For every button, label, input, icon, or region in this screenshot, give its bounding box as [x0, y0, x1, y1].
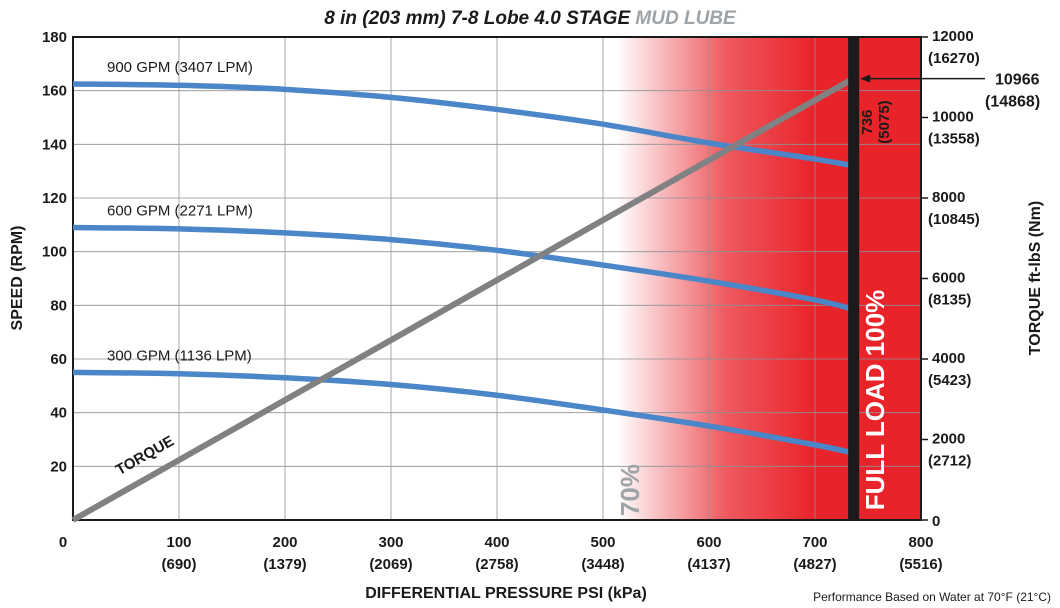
max-torque-arrowhead	[860, 74, 871, 83]
speed-curve	[72, 224, 854, 313]
chart-title-main: 8 in (203 mm) 7-8 Lobe 4.0 STAGE	[324, 8, 631, 29]
y-left-tick-label: 60	[50, 351, 67, 368]
x-tick-kpa-label: (4137)	[687, 556, 730, 573]
y-left-tick-label: 80	[50, 297, 67, 314]
max-torque-label: 10966	[995, 72, 1040, 89]
x-tick-kpa-label: (690)	[161, 556, 196, 573]
footnote: Performance Based on Water at 70°F (21°C…	[813, 590, 1051, 604]
x-tick-kpa-label: (2069)	[369, 556, 412, 573]
full-load-bar	[848, 37, 860, 520]
full-load-label: FULL LOAD 100%	[860, 290, 890, 511]
y-right-tick-label: 10000	[932, 109, 974, 126]
x-tick-label: 200	[272, 534, 297, 551]
x-tick-kpa-label: (4827)	[793, 556, 836, 573]
y-right-tick-nm-label: (5423)	[928, 372, 971, 389]
chart-title-accent: MUD LUBE	[635, 8, 737, 29]
x-tick-label: 800	[908, 534, 933, 551]
y-right-tick-label: 4000	[932, 350, 965, 367]
y-right-tick-nm-label: (10845)	[928, 211, 980, 228]
x-tick-label: 400	[484, 534, 509, 551]
y-axis-left: 20 40 60 80 100 120 140 160 180	[42, 29, 67, 475]
x-tick-label: 600	[696, 534, 721, 551]
x-tick-kpa-label: (5516)	[899, 556, 942, 573]
x-axis: 0 100 (690) 200 (1379) 300 (2069) 400 (2758) 500 (…	[59, 534, 943, 573]
x-tick-label: 700	[802, 534, 827, 551]
x-tick-kpa-label: (3448)	[581, 556, 624, 573]
x-axis-title: DIFFERENTIAL PRESSURE PSI (kPa)	[365, 585, 647, 602]
speed-curve-label: 900 GPM (3407 LPM)	[107, 59, 253, 76]
y-right-tick-nm-label: (13558)	[928, 131, 980, 148]
y-right-tick-nm-label: (8135)	[928, 292, 971, 309]
seventy-percent-label: 70%	[615, 464, 645, 516]
y-left-tick-label: 140	[42, 136, 67, 153]
y-right-tick-label: 8000	[932, 189, 965, 206]
max-torque-nm-label: (14868)	[985, 94, 1040, 111]
zone-solid	[815, 37, 921, 520]
x-tick-kpa-label: (1379)	[263, 556, 306, 573]
y-right-tick-nm-label: (16270)	[928, 50, 980, 67]
y-left-tick-label: 160	[42, 83, 67, 100]
y-right-tick-label: 12000	[932, 28, 974, 45]
y-right-tick-nm-label: (2712)	[928, 453, 971, 470]
torque-line	[71, 76, 855, 523]
speed-curve-label: 300 GPM (1136 LPM)	[107, 347, 252, 364]
zone-gradient	[616, 37, 815, 520]
x-tick-label: 300	[378, 534, 403, 551]
y-left-tick-label: 120	[42, 190, 67, 207]
speed-curve	[72, 369, 854, 456]
x-tick-label: 0	[59, 534, 67, 551]
x-tick-label: 100	[166, 534, 191, 551]
y-axis-right-title: TORQUE ft-lbS (Nm)	[1027, 201, 1044, 355]
y-right-tick-label: 0	[932, 513, 940, 530]
full-load-psi-label: 736	[859, 109, 876, 134]
x-tick-label: 500	[590, 534, 615, 551]
chart-title: 8 in (203 mm) 7-8 Lobe 4.0 STAGE MUD LUB…	[324, 8, 737, 29]
y-axis-left-title: SPEED (RPM)	[9, 226, 26, 331]
y-left-tick-label: 40	[50, 405, 67, 422]
speed-curve-label: 600 GPM (2271 LPM)	[107, 203, 253, 220]
y-right-tick-label: 2000	[932, 431, 965, 448]
y-left-tick-label: 20	[50, 458, 67, 475]
speed-curve	[72, 81, 854, 169]
y-left-tick-label: 100	[42, 244, 67, 261]
full-load-kpa-label: (5075)	[876, 100, 893, 143]
torque-label: TORQUE	[113, 433, 177, 479]
x-tick-kpa-label: (2758)	[475, 556, 518, 573]
y-right-tick-label: 6000	[932, 270, 965, 287]
y-axis-right: 0 2000 (2712) 4000 (5423) 6000 (8135) 8000 (1084…	[921, 28, 980, 530]
y-left-tick-label: 180	[42, 29, 67, 46]
